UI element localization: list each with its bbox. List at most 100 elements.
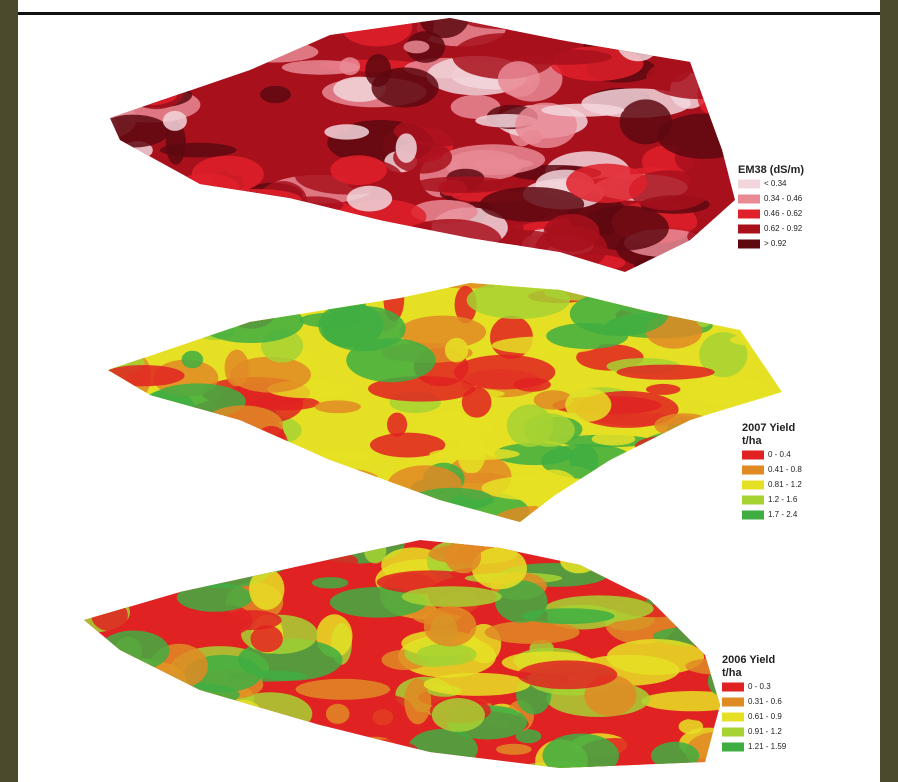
terrain-patch <box>145 289 168 320</box>
terrain-patch <box>412 488 494 511</box>
legend-label: 1.2 - 1.6 <box>768 495 798 504</box>
terrain-patch <box>698 20 725 39</box>
terrain-patch <box>223 700 264 737</box>
terrain-patch <box>230 357 311 393</box>
terrain-patch <box>691 252 780 277</box>
terrain-patch <box>566 164 647 203</box>
terrain-patch <box>592 432 636 445</box>
terrain-patch <box>62 662 124 681</box>
legend-label: > 0.92 <box>764 239 787 248</box>
terrain-patch <box>665 443 715 478</box>
terrain-patch <box>76 472 174 498</box>
legend-unit: t/ha <box>742 435 762 447</box>
terrain-patch <box>192 156 264 193</box>
terrain-patch <box>654 535 756 549</box>
legend-label: 1.7 - 2.4 <box>768 510 798 519</box>
terrain-patch <box>129 424 174 434</box>
terrain-patch <box>259 21 312 47</box>
terrain-patch <box>462 387 492 418</box>
terrain-patch <box>71 707 101 730</box>
terrain-patch <box>207 459 301 472</box>
terrain-patch <box>413 176 514 193</box>
terrain-patch <box>193 219 301 234</box>
terrain-patch <box>675 490 725 523</box>
terrain-surface <box>57 262 818 538</box>
terrain-patch <box>346 757 400 770</box>
terrain-patch <box>134 563 168 579</box>
terrain-patch <box>165 712 258 727</box>
terrain-patch <box>684 711 756 722</box>
terrain-patch <box>227 264 251 299</box>
legend-label: 0.81 - 1.2 <box>768 480 802 489</box>
terrain-patch <box>115 665 156 679</box>
terrain-patch <box>290 227 340 242</box>
terrain-patch <box>231 462 288 507</box>
terrain-patch <box>570 274 637 286</box>
legend-label: 1.21 - 1.59 <box>748 742 787 751</box>
terrain-patch <box>90 732 121 760</box>
terrain-patch <box>217 286 276 323</box>
terrain-patch <box>228 426 256 446</box>
terrain-patch <box>512 49 612 65</box>
legend-label: 0.41 - 0.8 <box>768 465 802 474</box>
figure: EM38 (dS/m)< 0.340.34 - 0.460.46 - 0.620… <box>0 0 898 782</box>
legend-swatch <box>738 195 760 204</box>
terrain-surface <box>52 520 757 782</box>
terrain-patch <box>756 309 799 351</box>
legend-swatch <box>742 466 764 475</box>
legend-label: < 0.34 <box>764 179 787 188</box>
legend-swatch <box>738 210 760 219</box>
terrain-patch <box>543 733 620 777</box>
terrain-patch <box>314 498 406 514</box>
terrain-patch <box>179 487 265 504</box>
terrain-patch <box>339 760 426 776</box>
legend-label: 0.31 - 0.6 <box>748 697 782 706</box>
terrain-patch <box>137 709 230 720</box>
terrain-patch <box>651 742 699 770</box>
terrain-patch <box>91 701 169 746</box>
legend-swatch <box>738 225 760 234</box>
terrain-patch <box>347 186 393 212</box>
terrain-patch <box>133 476 180 496</box>
terrain-patch <box>622 522 713 560</box>
terrain-patch <box>722 14 751 35</box>
frame-left <box>0 0 18 782</box>
terrain-patch <box>249 568 284 610</box>
terrain-patch <box>230 709 275 730</box>
terrain-patch <box>98 540 175 569</box>
terrain-patch <box>635 494 664 530</box>
terrain-patch <box>229 537 314 561</box>
legend-unit: t/ha <box>722 667 742 679</box>
terrain-patch <box>148 701 197 713</box>
terrain-patch <box>212 446 244 473</box>
legend-label: 0.62 - 0.92 <box>764 224 803 233</box>
terrain-patch <box>399 219 501 262</box>
terrain-patch <box>105 745 180 767</box>
terrain-patch <box>712 460 818 502</box>
terrain-patch <box>158 316 199 328</box>
terrain-patch <box>72 451 128 468</box>
terrain-patch <box>98 631 169 671</box>
terrain-patch <box>467 281 570 319</box>
terrain-patch <box>120 67 155 90</box>
terrain-patch <box>258 181 307 222</box>
terrain-patch <box>100 469 158 492</box>
terrain-patch <box>286 551 358 572</box>
terrain-patch <box>620 99 672 144</box>
terrain-patch <box>233 23 257 36</box>
terrain-patch <box>203 405 283 444</box>
terrain-patch <box>311 451 375 461</box>
terrain-patch <box>615 38 709 51</box>
terrain-patch <box>560 548 598 573</box>
terrain-patch <box>498 61 540 97</box>
terrain-patch <box>494 252 542 289</box>
terrain-patch <box>126 314 187 352</box>
terrain-patch <box>692 28 728 39</box>
terrain-patch <box>134 236 199 276</box>
terrain-patch <box>75 664 132 692</box>
terrain-patch <box>379 502 445 514</box>
legend-swatch <box>722 713 744 722</box>
terrain-patch <box>469 255 506 270</box>
terrain-patch <box>330 155 387 185</box>
terrain-patch <box>365 54 391 87</box>
